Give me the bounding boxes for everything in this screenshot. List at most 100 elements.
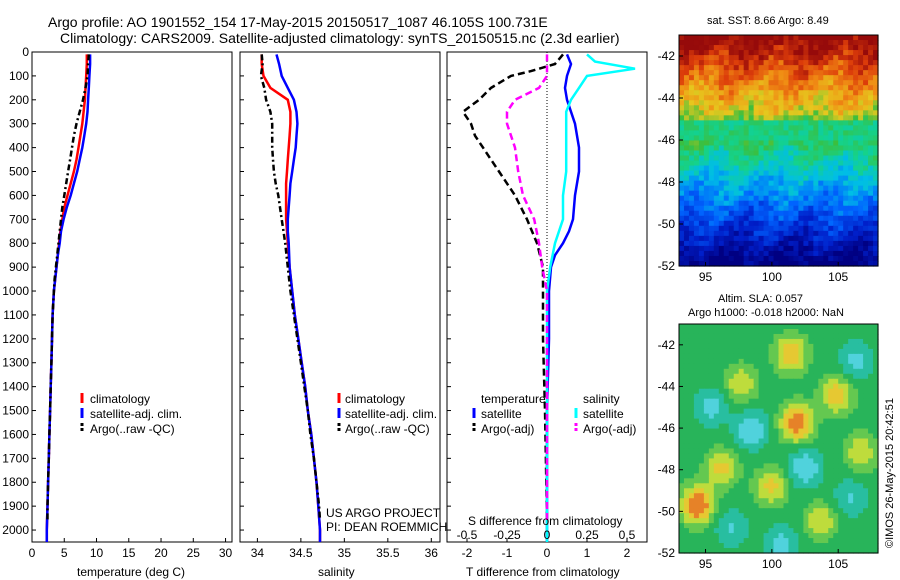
sla-map-frame xyxy=(678,323,879,554)
sst-cell xyxy=(698,250,705,257)
sst-cell xyxy=(743,250,750,257)
sla-cell xyxy=(738,518,745,524)
sla-cell xyxy=(818,473,824,479)
sla-cell xyxy=(693,508,700,514)
sla-cell xyxy=(679,518,685,524)
sla-cell xyxy=(733,383,740,390)
sst-cell xyxy=(758,110,765,116)
sst-cell xyxy=(758,45,765,51)
sst-cell xyxy=(853,70,859,76)
sst-cell xyxy=(813,245,819,252)
sla-cell xyxy=(703,433,710,440)
sst-cell xyxy=(743,140,750,147)
sst-cell xyxy=(808,200,814,207)
sla-cell xyxy=(848,324,854,330)
sst-cell xyxy=(688,215,695,222)
sla-cell xyxy=(788,328,795,335)
sst-cell xyxy=(683,125,690,132)
sst-cell xyxy=(848,160,854,167)
sla-cell xyxy=(738,378,745,385)
sst-cell xyxy=(783,90,790,96)
sla-cell xyxy=(793,538,799,544)
sst-cell xyxy=(723,110,730,116)
sla-cell xyxy=(743,488,750,494)
sla-cell xyxy=(843,353,849,360)
sst-cell xyxy=(768,135,775,142)
sla-cell xyxy=(818,358,824,365)
sla-cell xyxy=(848,363,854,370)
sla-cell xyxy=(753,498,760,504)
sst-cell xyxy=(743,110,750,116)
sst-cell xyxy=(803,135,809,142)
sla-cell xyxy=(863,398,869,405)
sla-cell xyxy=(823,428,829,435)
sst-cell xyxy=(753,165,760,172)
sla-cell xyxy=(873,408,879,415)
sla-cell xyxy=(788,458,795,464)
sla-cell xyxy=(833,324,839,330)
sst-cell xyxy=(679,250,685,257)
sla-cell xyxy=(798,498,804,504)
sla-cell xyxy=(679,398,685,405)
sst-cell xyxy=(818,85,824,91)
sst-cell xyxy=(753,90,760,96)
sst-cell xyxy=(793,205,799,212)
sla-cell xyxy=(828,383,834,390)
x-tick-label: 0 xyxy=(544,546,551,560)
sst-cell xyxy=(863,140,869,147)
sla-cell xyxy=(808,368,814,375)
sst-cell xyxy=(683,85,690,91)
sst-cell xyxy=(828,35,834,41)
sla-cell xyxy=(848,368,854,375)
sla-cell xyxy=(808,363,814,370)
sla-cell xyxy=(768,443,775,450)
sst-cell xyxy=(823,240,829,247)
sst-cell xyxy=(788,195,795,202)
sst-cell xyxy=(753,225,760,232)
sst-cell xyxy=(773,35,780,41)
sst-cell xyxy=(833,255,839,262)
sst-cell xyxy=(688,50,695,56)
sst-cell xyxy=(733,100,740,106)
sla-cell xyxy=(798,368,804,375)
sst-cell xyxy=(743,70,750,76)
sla-cell xyxy=(778,458,785,464)
sst-cell xyxy=(693,170,700,177)
sst-cell xyxy=(718,225,725,232)
sst-cell xyxy=(868,185,874,192)
sla-cell xyxy=(803,518,809,524)
sla-cell xyxy=(798,458,804,464)
sla-cell xyxy=(743,393,750,400)
sst-cell xyxy=(718,175,725,182)
sla-cell xyxy=(763,488,770,494)
sst-cell xyxy=(688,165,695,172)
sst-cell xyxy=(778,70,785,76)
sla-cell xyxy=(713,388,720,395)
sla-cell xyxy=(853,383,859,390)
sla-cell xyxy=(818,408,824,415)
sla-cell xyxy=(693,338,700,345)
sla-cell xyxy=(843,324,849,330)
sla-cell xyxy=(748,403,755,410)
sla-cell xyxy=(808,463,814,469)
sla-cell xyxy=(788,533,795,539)
sst-cell xyxy=(763,190,770,197)
sst-cell xyxy=(868,70,874,76)
sst-cell xyxy=(818,240,824,247)
sla-cell xyxy=(793,443,799,450)
sla-cell xyxy=(873,513,879,519)
sst-cell xyxy=(733,130,740,137)
sla-cell xyxy=(843,378,849,385)
sla-cell xyxy=(858,533,864,539)
y-tick-label: 1100 xyxy=(3,308,29,322)
sst-cell xyxy=(823,235,829,242)
sla-cell xyxy=(703,418,710,425)
sla-cell xyxy=(753,373,760,380)
sst-cell xyxy=(773,40,780,46)
sla-cell xyxy=(843,408,849,415)
sst-cell xyxy=(688,60,695,66)
y-tick-label: 0 xyxy=(22,45,29,59)
sst-cell xyxy=(693,65,700,71)
sla-cell xyxy=(723,458,730,464)
sla-cell xyxy=(873,403,879,410)
